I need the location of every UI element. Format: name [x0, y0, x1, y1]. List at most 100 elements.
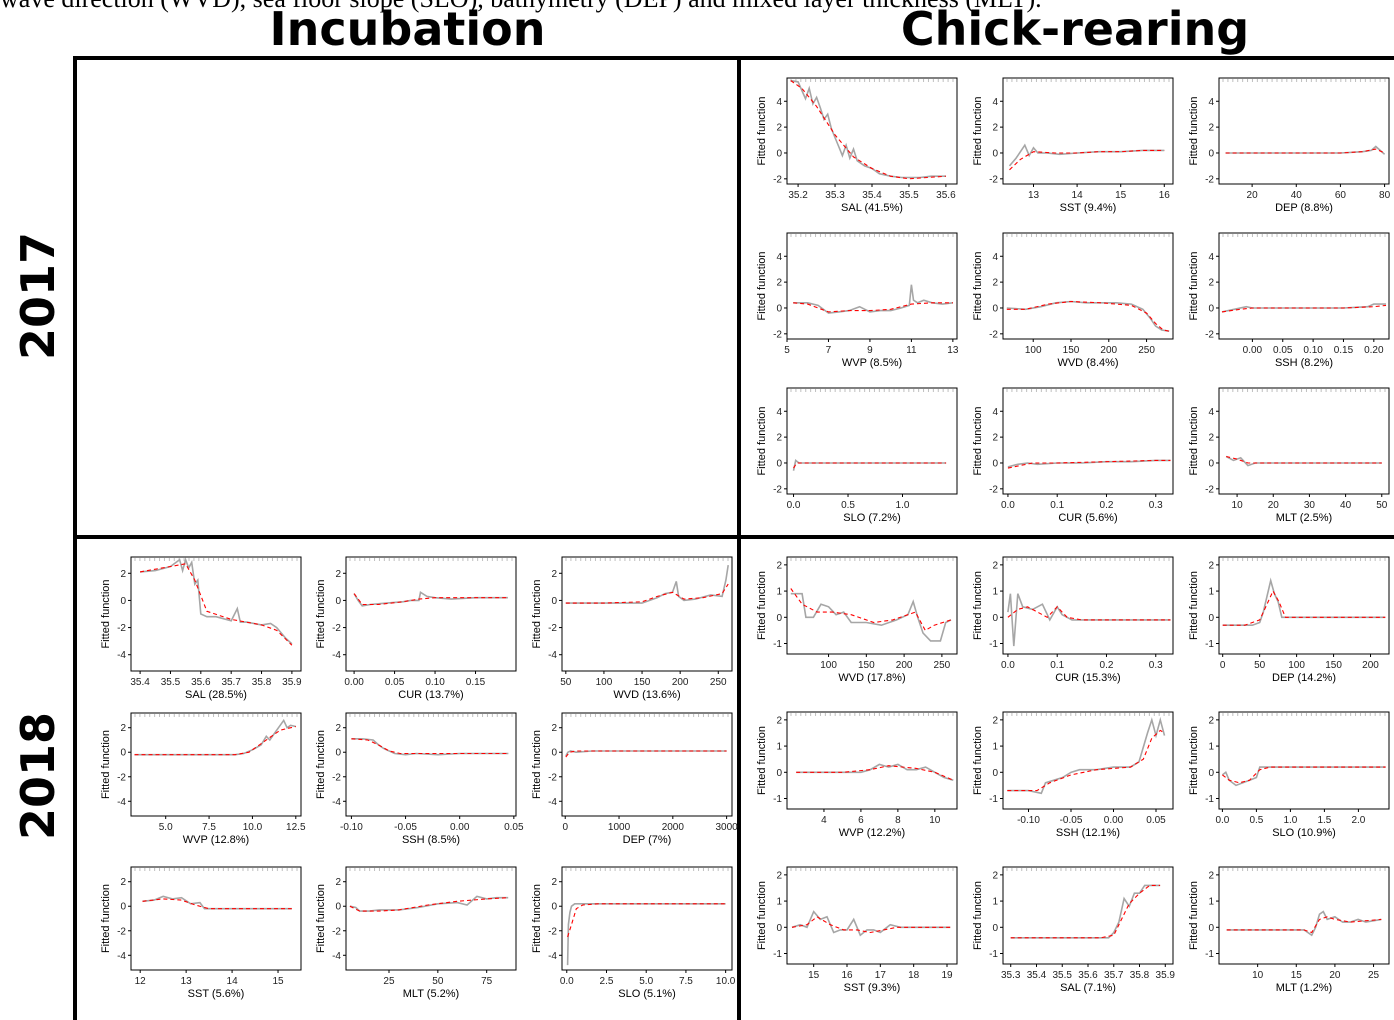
- panel-frame: [1218, 77, 1390, 185]
- x-tick-label: 0.00: [344, 677, 364, 688]
- fitted-function-line: [790, 79, 946, 179]
- y-axis-label: Fitted function: [531, 730, 543, 799]
- y-tick-label: -2: [117, 926, 126, 937]
- x-tick-label: 150: [1063, 345, 1080, 356]
- y-tick-label: 2: [992, 433, 998, 444]
- y-axis-label: Fitted function: [100, 730, 112, 799]
- smoothed-trend-line: [353, 593, 508, 606]
- smoothed-trend-line: [1007, 459, 1171, 469]
- y-tick-label: 2: [551, 723, 557, 734]
- x-tick-label: 0.3: [1149, 660, 1163, 671]
- x-tick-label: 25: [383, 976, 395, 987]
- x-tick-label: 0.05: [1273, 345, 1293, 356]
- x-tick-label: 35.6: [1078, 970, 1098, 981]
- y-tick-label: 0: [776, 768, 782, 779]
- x-tick-label: 40: [1291, 190, 1303, 201]
- y-tick-label: 1: [1208, 587, 1214, 598]
- x-axis-label: WVP (12.2%): [839, 827, 905, 839]
- x-tick-label: 3000: [715, 822, 738, 833]
- x-tick-label: 0.0: [1001, 500, 1015, 511]
- y-tick-label: 0: [1208, 148, 1214, 159]
- y-tick-label: 2: [551, 877, 557, 888]
- x-tick-label: 11: [906, 345, 917, 356]
- x-tick-label: 0.10: [425, 677, 445, 688]
- x-tick-label: 0: [562, 822, 568, 833]
- panel-frame: [1218, 556, 1390, 655]
- x-axis-label: SAL (41.5%): [841, 202, 903, 214]
- x-tick-label: 35.3: [1001, 970, 1021, 981]
- x-tick-label: -0.05: [1060, 815, 1083, 826]
- smoothed-trend-line: [1222, 766, 1386, 784]
- smoothed-trend-line: [1007, 605, 1171, 621]
- smoothed-trend-line: [567, 903, 726, 938]
- y-axis-label: Fitted function: [972, 251, 984, 320]
- x-axis-label: SSH (8.2%): [1275, 357, 1333, 369]
- figure-caption: wave direction (WVD), sea floor slope (S…: [0, 0, 1394, 14]
- y-tick-label: 0: [776, 458, 782, 469]
- x-tick-label: 150: [634, 677, 651, 688]
- x-tick-label: 50: [1376, 500, 1388, 511]
- x-axis-label: CUR (15.3%): [1055, 672, 1120, 684]
- fitted-function-line: [134, 718, 296, 756]
- panel-frame: [786, 232, 958, 340]
- y-tick-label: -4: [548, 650, 557, 661]
- panel-frame: [786, 866, 958, 965]
- x-tick-label: 35.5: [1053, 970, 1073, 981]
- x-axis-label: MLT (5.2%): [403, 988, 459, 1000]
- y-tick-label: -1: [773, 794, 782, 805]
- smoothed-trend-line: [790, 80, 946, 180]
- y-tick-label: 1: [776, 587, 782, 598]
- fitted-function-line: [565, 564, 729, 604]
- y-tick-label: -1: [1205, 794, 1214, 805]
- y-tick-label: 2: [776, 433, 782, 444]
- y-axis-label: Fitted function: [1188, 406, 1200, 475]
- y-tick-label: 1: [1208, 742, 1214, 753]
- y-tick-label: -4: [117, 650, 126, 661]
- x-tick-label: 12: [135, 976, 147, 987]
- y-tick-label: -4: [332, 650, 341, 661]
- smoothed-trend-line: [134, 725, 296, 756]
- y-tick-label: 2: [1208, 870, 1214, 881]
- x-tick-label: 19: [941, 970, 953, 981]
- smoothed-trend-line: [1222, 589, 1386, 626]
- x-tick-label: 0.05: [504, 822, 524, 833]
- y-tick-label: 1: [776, 742, 782, 753]
- x-tick-label: 25: [1368, 970, 1380, 981]
- y-tick-label: 2: [992, 870, 998, 881]
- y-tick-label: 2: [776, 560, 782, 571]
- y-tick-label: 1: [992, 587, 998, 598]
- smoothed-trend-line: [793, 302, 953, 313]
- x-tick-label: 75: [481, 976, 493, 987]
- x-tick-label: 30: [1304, 500, 1316, 511]
- y-tick-label: -4: [548, 951, 557, 962]
- y-tick-label: 2: [335, 723, 341, 734]
- x-tick-label: 0.00: [450, 822, 470, 833]
- panel-frame: [130, 556, 302, 672]
- y-tick-label: -2: [989, 174, 998, 185]
- y-tick-label: 2: [1208, 278, 1214, 289]
- fitted-function-line: [793, 284, 953, 314]
- y-tick-label: -2: [548, 623, 557, 634]
- x-tick-label: 35.7: [221, 677, 241, 688]
- y-tick-label: 0: [1208, 768, 1214, 779]
- x-tick-label: 35.6: [936, 190, 956, 201]
- x-tick-label: 16: [1159, 190, 1171, 201]
- x-tick-label: 7.5: [202, 822, 216, 833]
- smoothed-trend-line: [1226, 455, 1382, 464]
- y-tick-label: -1: [989, 949, 998, 960]
- y-tick-label: 2: [1208, 560, 1214, 571]
- smoothed-trend-line: [1225, 148, 1385, 154]
- y-axis-label: Fitted function: [972, 571, 984, 640]
- y-tick-label: -2: [1205, 329, 1214, 340]
- panel-frame: [1002, 232, 1174, 340]
- x-tick-label: 0.10: [1303, 345, 1323, 356]
- y-axis-label: Fitted function: [1188, 881, 1200, 950]
- y-tick-label: -2: [989, 329, 998, 340]
- y-axis-label: Fitted function: [972, 881, 984, 950]
- y-tick-label: 0: [1208, 303, 1214, 314]
- panel-frame: [561, 712, 733, 817]
- x-tick-label: 0.1: [1050, 660, 1064, 671]
- panel-frame: [1218, 232, 1390, 340]
- y-tick-label: -1: [989, 639, 998, 650]
